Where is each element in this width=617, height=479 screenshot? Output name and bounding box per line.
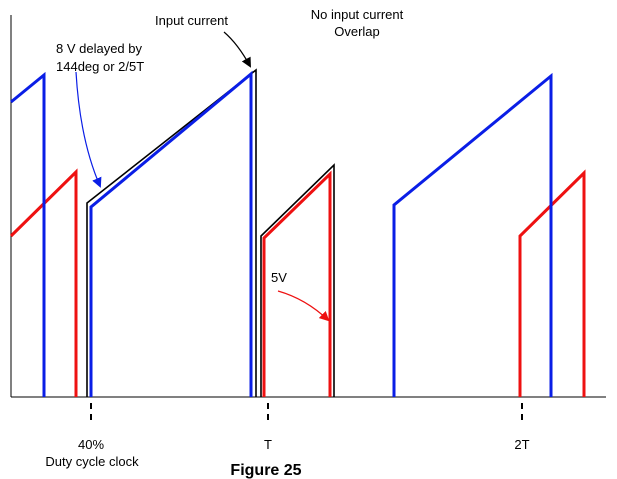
input-current-outline-2 — [260, 163, 335, 397]
blue-waveform-2 — [89, 70, 253, 397]
tick-t-label: T — [264, 437, 272, 452]
input-current-outline-1 — [86, 68, 257, 397]
red-waveform-2 — [262, 170, 332, 397]
eight-v-arrow — [75, 71, 102, 188]
input-current-label: Input current — [155, 13, 228, 28]
tick-40-label: 40% — [77, 437, 105, 452]
red-waveform-1 — [9, 168, 78, 397]
eight-v-label-line1: 8 V delayed by — [56, 41, 143, 56]
five-v-arrow — [277, 290, 330, 322]
eight-v-label-line2: 144deg or 2/5T — [56, 59, 145, 74]
input-current-arrow — [223, 31, 251, 68]
overlap-label: Overlap — [334, 24, 380, 39]
blue-waveform-1 — [10, 71, 46, 397]
duty-cycle-label: Duty cycle clock — [45, 454, 139, 469]
blue-waveform-3 — [392, 72, 553, 397]
figure-title: Figure 25 — [230, 462, 302, 479]
tick-2t-label: 2T — [514, 437, 530, 452]
five-v-label: 5V — [271, 270, 287, 285]
no-input-current-label: No input current — [310, 7, 404, 22]
